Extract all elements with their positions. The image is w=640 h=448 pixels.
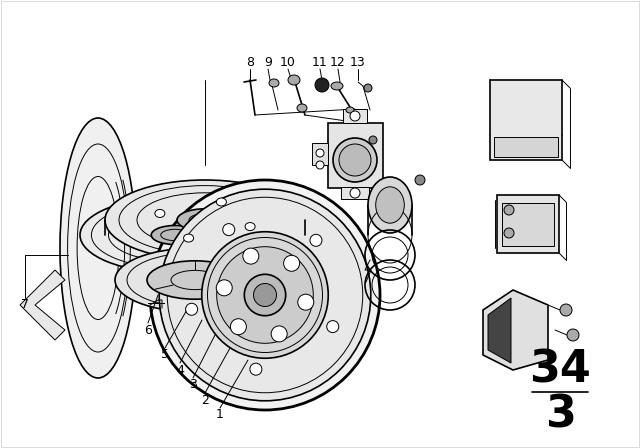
Ellipse shape <box>327 321 339 332</box>
Ellipse shape <box>105 180 305 260</box>
Text: 4: 4 <box>176 363 184 376</box>
Bar <box>497 195 559 253</box>
Ellipse shape <box>271 326 287 342</box>
Ellipse shape <box>316 149 324 157</box>
Text: 5: 5 <box>161 349 169 362</box>
Ellipse shape <box>184 234 193 242</box>
Ellipse shape <box>243 248 259 264</box>
Ellipse shape <box>155 209 165 217</box>
Ellipse shape <box>288 75 300 85</box>
Text: 3: 3 <box>545 393 575 436</box>
Ellipse shape <box>339 144 371 176</box>
Polygon shape <box>483 290 548 370</box>
Ellipse shape <box>147 261 243 299</box>
Ellipse shape <box>346 107 354 113</box>
Ellipse shape <box>216 280 232 296</box>
Ellipse shape <box>115 248 275 312</box>
Bar <box>312 143 328 165</box>
Ellipse shape <box>567 329 579 341</box>
Ellipse shape <box>60 118 136 378</box>
Ellipse shape <box>331 82 343 90</box>
Ellipse shape <box>216 198 227 206</box>
Text: 1: 1 <box>216 409 224 422</box>
Text: 9: 9 <box>264 56 272 69</box>
Bar <box>341 187 369 199</box>
Ellipse shape <box>217 247 314 343</box>
Ellipse shape <box>376 187 404 223</box>
Bar <box>343 109 367 123</box>
Ellipse shape <box>177 209 233 231</box>
Bar <box>494 137 558 157</box>
Ellipse shape <box>350 111 360 121</box>
Text: 6: 6 <box>144 323 152 336</box>
Ellipse shape <box>244 274 285 316</box>
Bar <box>490 80 562 160</box>
Ellipse shape <box>230 319 246 335</box>
Ellipse shape <box>151 225 199 245</box>
Ellipse shape <box>369 136 377 144</box>
Bar <box>502 203 554 246</box>
Text: 8: 8 <box>246 56 254 69</box>
Text: 11: 11 <box>312 56 328 69</box>
Ellipse shape <box>245 223 255 231</box>
Ellipse shape <box>560 304 572 316</box>
Ellipse shape <box>80 197 270 273</box>
Ellipse shape <box>269 79 279 87</box>
Ellipse shape <box>202 232 328 358</box>
Ellipse shape <box>333 138 377 182</box>
Ellipse shape <box>415 175 425 185</box>
Ellipse shape <box>364 84 372 92</box>
Text: 10: 10 <box>280 56 296 69</box>
Ellipse shape <box>159 189 371 401</box>
Ellipse shape <box>223 224 235 236</box>
Text: 13: 13 <box>350 56 366 69</box>
Ellipse shape <box>316 161 324 169</box>
Ellipse shape <box>284 255 300 271</box>
Text: 34: 34 <box>529 349 591 392</box>
Text: 12: 12 <box>330 56 346 69</box>
Ellipse shape <box>297 104 307 112</box>
Ellipse shape <box>186 303 198 315</box>
Text: 7: 7 <box>21 298 29 311</box>
Text: 3: 3 <box>189 379 197 392</box>
Ellipse shape <box>315 78 329 92</box>
Ellipse shape <box>368 177 412 233</box>
Ellipse shape <box>504 228 514 238</box>
Bar <box>328 123 383 188</box>
Ellipse shape <box>350 188 360 198</box>
Polygon shape <box>488 298 511 363</box>
Ellipse shape <box>504 205 514 215</box>
Polygon shape <box>20 270 65 340</box>
Ellipse shape <box>250 363 262 375</box>
Ellipse shape <box>298 294 314 310</box>
Ellipse shape <box>310 234 322 246</box>
Ellipse shape <box>150 180 380 410</box>
Ellipse shape <box>253 284 276 306</box>
Text: 2: 2 <box>201 393 209 406</box>
